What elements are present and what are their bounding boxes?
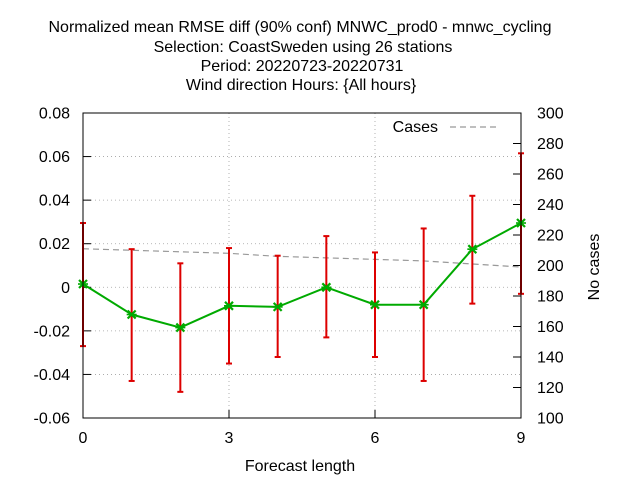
main-series	[78, 218, 526, 333]
x-axis-label: Forecast length	[245, 458, 355, 475]
cases-series	[82, 248, 522, 268]
x-tick-label: 9	[517, 430, 526, 447]
y2-tick-label: 180	[537, 289, 564, 306]
y-tick-label: -0.06	[34, 411, 71, 428]
plot-frame	[82, 112, 522, 419]
title-line-2: Selection: CoastSweden using 26 stations	[154, 39, 453, 56]
title-line-1: Normalized mean RMSE diff (90% conf) MNW…	[49, 19, 552, 36]
y-tick-label: -0.04	[34, 367, 71, 384]
y-tick-label: 0.04	[39, 193, 70, 210]
title-line-3: Period: 20220723-20220731	[201, 58, 404, 75]
y2-tick-label: 160	[537, 319, 564, 336]
x-tick-label: 3	[225, 430, 234, 447]
y-tick-label: 0.08	[39, 106, 70, 123]
data-point	[418, 299, 429, 310]
y-tick-label: 0.06	[39, 149, 70, 166]
y2-tick-label: 120	[537, 380, 564, 397]
title-line-4: Wind direction Hours: {All hours}	[186, 77, 417, 94]
y2-tick-label: 220	[537, 228, 564, 245]
data-point	[126, 309, 137, 320]
data-point	[321, 282, 332, 293]
y2-axis-label: No cases	[586, 234, 603, 301]
y-tick-label: 0.02	[39, 236, 70, 253]
error-bars	[80, 152, 524, 393]
x-axis-ticks: 0 3 6 9	[79, 410, 526, 447]
legend-label-cases: Cases	[393, 119, 438, 136]
y2-tick-label: 280	[537, 136, 564, 153]
y2-tick-label: 140	[537, 350, 564, 367]
chart-title: Normalized mean RMSE diff (90% conf) MNW…	[49, 19, 552, 94]
y2-tick-label: 260	[537, 167, 564, 184]
data-point	[467, 244, 478, 254]
y-tick-label: 0	[61, 280, 70, 297]
x-tick-label: 6	[371, 430, 380, 447]
legend: Cases	[393, 119, 500, 136]
y-axis-ticks: -0.06 -0.04 -0.02 0 0.02 0.04 0.06 0.08	[34, 106, 91, 428]
cases-line	[82, 248, 522, 268]
y-tick-label: -0.02	[34, 323, 71, 340]
grid-lines	[83, 113, 521, 418]
x-tick-label: 0	[79, 430, 88, 447]
data-point	[272, 302, 283, 312]
y2-tick-label: 100	[537, 411, 564, 428]
data-point	[175, 322, 186, 333]
data-point	[370, 299, 380, 310]
data-point	[224, 301, 234, 311]
y2-tick-label: 300	[537, 106, 564, 123]
y2-tick-label: 240	[537, 197, 564, 214]
main-line	[82, 222, 522, 329]
y2-tick-label: 200	[537, 258, 564, 275]
